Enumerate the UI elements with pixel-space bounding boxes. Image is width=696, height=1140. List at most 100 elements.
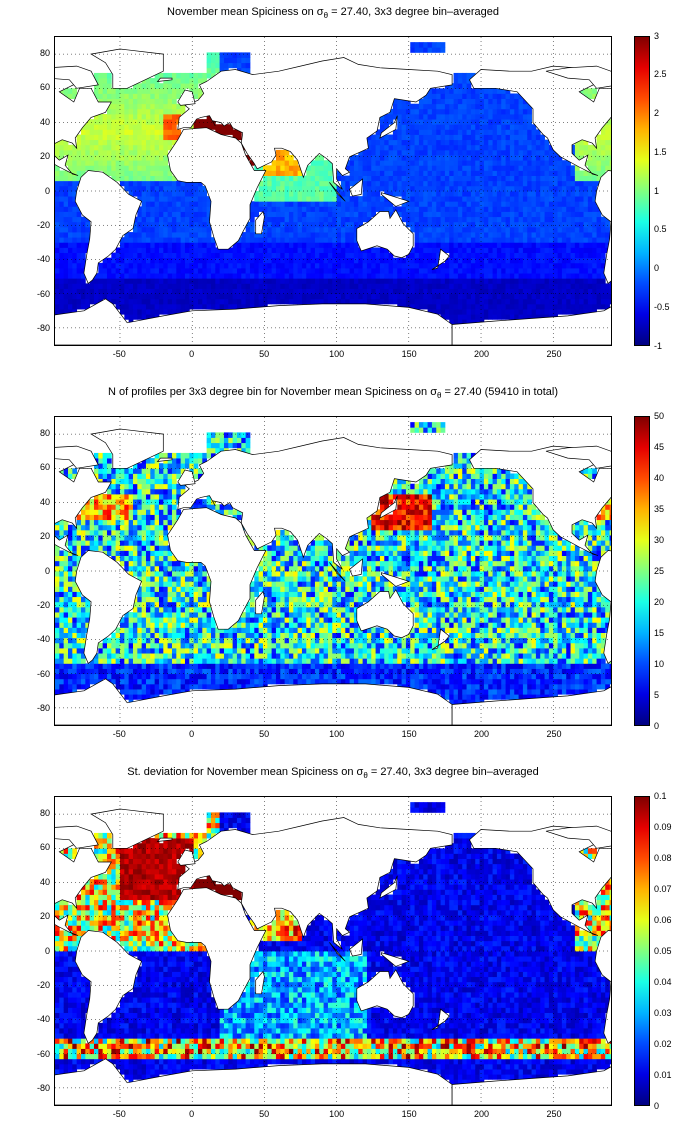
heatmap-cell — [501, 201, 506, 207]
heatmap-cell — [132, 637, 138, 644]
heatmap-cell — [163, 155, 169, 161]
heatmap-cell — [176, 78, 182, 84]
heatmap-cell — [423, 273, 428, 279]
heatmap-cell — [475, 298, 480, 305]
heatmap-cell — [293, 247, 299, 253]
heatmap-cell — [353, 298, 359, 305]
heatmap-cell — [518, 170, 524, 176]
heatmap-cell — [470, 114, 476, 120]
heatmap-cell — [180, 196, 186, 202]
heatmap-cell — [55, 185, 60, 192]
heatmap-cell — [115, 175, 121, 182]
heatmap-cell — [509, 314, 515, 320]
heatmap-cell — [288, 288, 294, 295]
heatmap-cell — [80, 129, 86, 135]
heatmap-cell — [85, 293, 91, 300]
heatmap-cell — [475, 288, 480, 295]
heatmap-cell — [418, 226, 424, 233]
heatmap-cell — [180, 252, 186, 259]
heatmap-cell — [479, 216, 485, 223]
heatmap-cell — [98, 288, 104, 295]
heatmap-cell — [527, 216, 532, 223]
heatmap-cell — [111, 165, 117, 171]
heatmap-cell — [202, 252, 208, 259]
heatmap-cell — [466, 129, 472, 135]
heatmap-cell — [462, 103, 467, 110]
heatmap-cell — [132, 473, 138, 479]
heatmap-cell — [332, 262, 338, 269]
heatmap-cell — [527, 124, 532, 130]
heatmap-cell — [284, 211, 290, 218]
heatmap-cell — [63, 216, 69, 223]
heatmap-cell — [431, 42, 437, 48]
heatmap-cell — [449, 288, 454, 295]
heatmap-cell — [414, 149, 420, 156]
heatmap-cell — [449, 88, 454, 94]
heatmap-cell — [223, 298, 229, 305]
heatmap-cell — [496, 221, 502, 228]
heatmap-cell — [527, 103, 532, 110]
heatmap-cell — [202, 268, 208, 274]
heatmap-cell — [76, 165, 82, 171]
heatmap-cell — [137, 488, 143, 495]
heatmap-cell — [163, 180, 169, 187]
heatmap-cell — [189, 262, 195, 269]
heatmap-cell — [592, 237, 597, 243]
heatmap-cell — [410, 114, 415, 120]
heatmap-cell — [163, 262, 169, 269]
heatmap-cell — [496, 283, 502, 289]
heatmap-cell — [583, 268, 589, 274]
heatmap-cell — [423, 196, 428, 202]
heatmap-cell — [63, 637, 69, 644]
heatmap-cell — [275, 268, 281, 274]
heatmap-cell — [293, 268, 299, 274]
heatmap-cell — [410, 268, 415, 274]
heatmap-cell — [167, 278, 173, 284]
heatmap-cell — [128, 519, 134, 526]
heatmap-cell — [137, 278, 143, 284]
heatmap-cell — [111, 278, 117, 284]
heatmap-cell — [561, 201, 567, 207]
heatmap-cell — [414, 226, 420, 233]
heatmap-cell — [158, 170, 164, 176]
y-tick-label: -60 — [36, 288, 50, 299]
heatmap-cell — [106, 293, 112, 300]
heatmap-cell — [319, 257, 325, 264]
heatmap-cell — [89, 535, 95, 541]
heatmap-cell — [267, 196, 273, 202]
heatmap-cell — [453, 319, 459, 325]
heatmap-cell — [397, 139, 402, 146]
heatmap-cell — [340, 278, 346, 284]
heatmap-cell — [158, 165, 164, 171]
heatmap-cell — [254, 288, 260, 295]
heatmap-cell — [531, 206, 537, 212]
heatmap-cell — [245, 268, 251, 274]
heatmap-cell — [288, 206, 294, 212]
heatmap-cell — [132, 88, 138, 94]
heatmap-cell — [561, 170, 567, 176]
heatmap-cell — [492, 252, 498, 259]
heatmap-cell — [600, 144, 606, 151]
heatmap-cell — [206, 273, 212, 279]
heatmap-cell — [488, 221, 493, 228]
heatmap-cell — [470, 319, 476, 325]
heatmap-cell — [410, 134, 415, 141]
heatmap-cell — [362, 283, 368, 289]
heatmap-cell — [479, 268, 485, 274]
heatmap-cell — [124, 93, 130, 99]
heatmap-cell — [141, 124, 147, 130]
heatmap-cell — [245, 283, 251, 289]
heatmap-cell — [362, 185, 368, 192]
heatmap-cell — [275, 257, 281, 264]
heatmap-cell — [141, 88, 147, 94]
heatmap-cell — [453, 149, 459, 156]
heatmap-cell — [137, 134, 143, 141]
heatmap-cell — [349, 180, 355, 187]
heatmap-cell — [323, 298, 329, 305]
heatmap-cell — [548, 201, 554, 207]
heatmap-cell — [440, 155, 446, 161]
heatmap-cell — [137, 596, 143, 603]
heatmap-cell — [241, 303, 247, 310]
heatmap-cell — [197, 232, 203, 238]
heatmap-cell — [258, 262, 264, 269]
